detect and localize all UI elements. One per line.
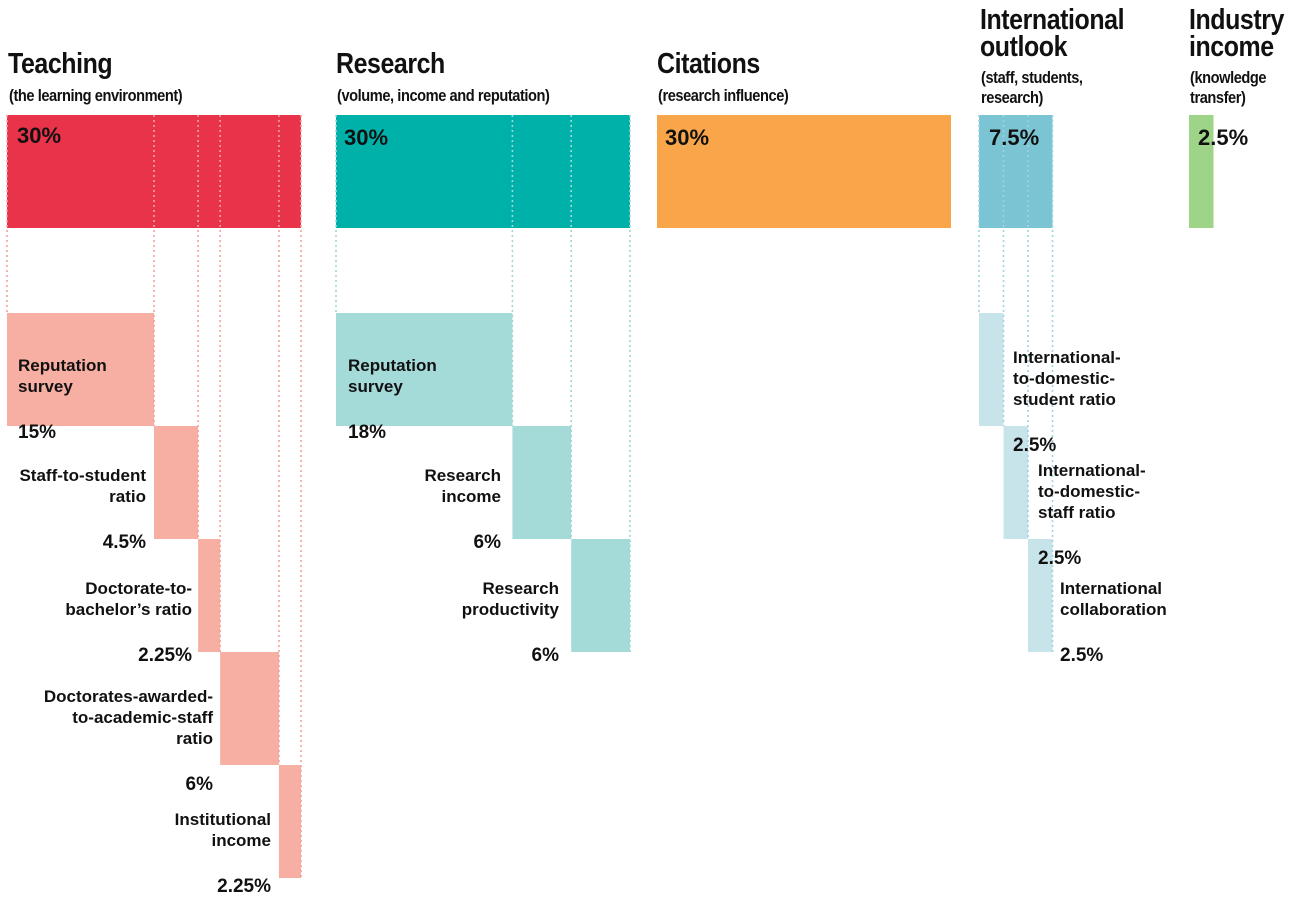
- component-weight: 2.25%: [217, 876, 271, 897]
- component-weight: 15%: [18, 422, 57, 443]
- component-weight: 2.5%: [1038, 548, 1082, 569]
- component-name: International- to-domestic- student rati…: [1013, 348, 1121, 409]
- research-main-bar: [336, 115, 630, 228]
- international-title-line2: outlook: [980, 31, 1068, 63]
- international-subtitle-line1: (staff, students,: [981, 68, 1083, 87]
- component-weight: 6%: [185, 774, 213, 795]
- research-weight-label: 30%: [344, 125, 389, 150]
- component-name: Doctorate-to- bachelor’s ratio: [65, 579, 192, 619]
- teaching-component-label: Doctorate-to- bachelor’s ratio 2.25%: [65, 557, 192, 687]
- international-title-line1: International: [980, 4, 1125, 36]
- component-name: International collaboration: [1060, 579, 1167, 619]
- international-component-label: International collaboration 2.5%: [1060, 557, 1167, 687]
- international-weight-label: 7.5%: [989, 125, 1040, 150]
- teaching-component-bar: [278, 765, 301, 878]
- research-component-label: Reputation survey 18%: [348, 334, 437, 464]
- international-component-label: International- to-domestic- student rati…: [1013, 326, 1121, 477]
- component-name: Research income: [424, 466, 501, 506]
- international-component-bar: [1003, 426, 1028, 539]
- dotted-guides: [6, 115, 1054, 878]
- international-subtitle-line2: research): [981, 88, 1043, 107]
- citations-subtitle: (research influence): [658, 86, 789, 105]
- component-name: Doctorates-awarded- to-academic-staff ra…: [43, 687, 213, 748]
- international-main-bar: [979, 115, 1053, 228]
- research-component-bar: [571, 539, 630, 652]
- citations-main-bar: [657, 115, 951, 228]
- component-name: Reputation survey: [348, 356, 437, 396]
- teaching-subtitle: (the learning environment): [9, 86, 183, 105]
- scoring-breakdown-chart: [6, 115, 1214, 878]
- component-weight: 18%: [348, 422, 387, 443]
- research-title: Research: [336, 48, 445, 80]
- industry-main-bar: [1189, 115, 1214, 228]
- component-weight: 6%: [531, 645, 559, 666]
- industry-subtitle-line1: (knowledge: [1190, 68, 1267, 87]
- industry-weight-label: 2.5%: [1198, 125, 1249, 150]
- component-weight: 2.5%: [1060, 645, 1104, 666]
- component-name: Research productivity: [461, 579, 559, 619]
- teaching-component-bar: [220, 652, 279, 765]
- industry-title-line1: Industry: [1189, 4, 1284, 36]
- research-component-label: Research productivity 6%: [462, 557, 559, 687]
- research-subtitle: (volume, income and reputation): [337, 86, 550, 105]
- component-name: International- to-domestic- staff ratio: [1038, 461, 1146, 522]
- teaching-weight-label: 30%: [17, 123, 62, 148]
- teaching-component-bar: [7, 313, 154, 426]
- research-component-label: Research income 6%: [424, 444, 501, 574]
- teaching-title: Teaching: [8, 48, 113, 80]
- component-name: Institutional income: [174, 810, 271, 850]
- bars: [7, 115, 1214, 878]
- teaching-component-label: Staff-to-student ratio 4.5%: [19, 444, 146, 574]
- component-name: Staff-to-student ratio: [19, 466, 146, 506]
- research-component-bar: [336, 313, 513, 426]
- teaching-component-label: Institutional income 2.25%: [175, 788, 271, 918]
- teaching-component-bar: [154, 426, 199, 539]
- research-component-bar: [512, 426, 572, 539]
- citations-weight-label: 30%: [665, 125, 710, 150]
- international-component-bar: [1028, 539, 1053, 652]
- component-weight: 6%: [473, 532, 501, 553]
- teaching-component-bar: [198, 539, 221, 652]
- component-weight: 2.25%: [138, 645, 192, 666]
- component-weight: 2.5%: [1013, 435, 1057, 456]
- teaching-component-label: Reputation survey 15%: [18, 334, 107, 464]
- component-name: Reputation survey: [18, 356, 107, 396]
- industry-subtitle-line2: transfer): [1190, 88, 1246, 107]
- citations-title: Citations: [657, 48, 760, 80]
- international-component-bar: [979, 313, 1004, 426]
- international-component-label: International- to-domestic- staff ratio …: [1038, 439, 1146, 590]
- teaching-component-label: Doctorates-awarded- to-academic-staff ra…: [44, 665, 213, 816]
- industry-title-line2: income: [1189, 31, 1274, 63]
- component-weight: 4.5%: [102, 532, 146, 553]
